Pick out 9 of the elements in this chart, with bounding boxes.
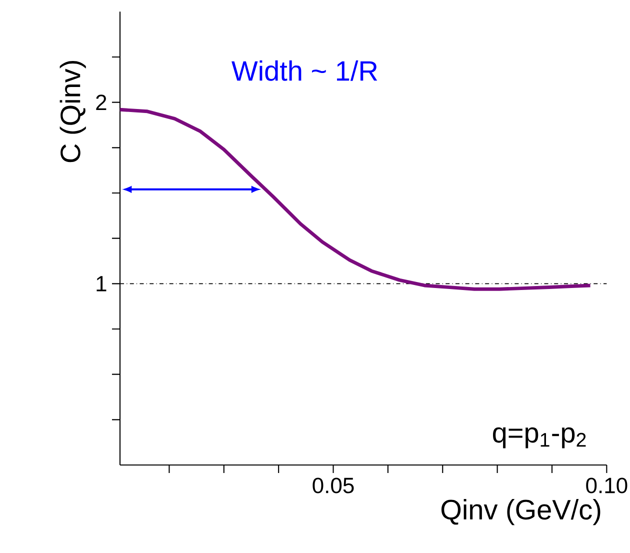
x-tick-label: 0.10: [586, 478, 628, 494]
y-tick-label: 1: [96, 276, 106, 292]
y-tick-label: 2: [96, 94, 106, 110]
line-series: [118, 108, 592, 291]
x-axis-title: Qinv (GeV/c): [441, 499, 600, 526]
annotation: Width ~ 1/R: [232, 60, 378, 81]
y-axis-title: C (Qinv): [60, 61, 86, 162]
annotation: q=p$_{1}$-p$_{2}$: [493, 427, 586, 448]
x-tick-label: 0.05: [312, 478, 354, 494]
